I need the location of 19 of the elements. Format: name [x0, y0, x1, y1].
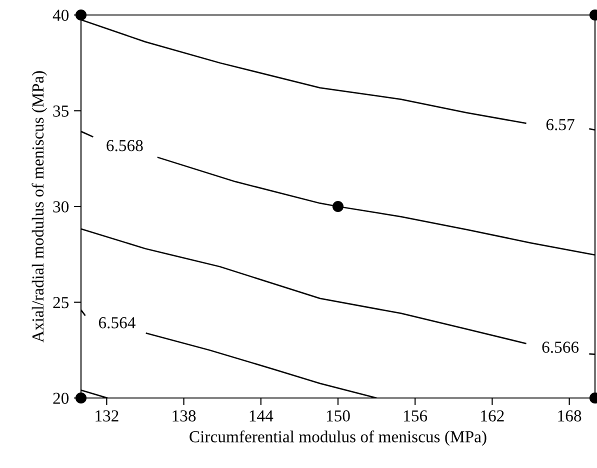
y-tick-label: 25 [53, 296, 69, 308]
x-tick-label: 168 [558, 410, 582, 422]
series-label: 6.57 [546, 119, 574, 130]
x-tick-label: 156 [404, 410, 428, 422]
x-tick-label: 144 [250, 410, 274, 422]
y-tick-label: 30 [53, 201, 69, 212]
series-label: 6.568 [106, 140, 143, 152]
y-tick-label: 40 [52, 10, 69, 21]
x-tick-label: 138 [172, 410, 196, 422]
x-tick-label: 132 [96, 410, 118, 422]
y-tick-label: 35 [53, 105, 69, 117]
point [332, 200, 344, 212]
x-tick-label: 150 [326, 410, 350, 422]
y-axis-title: Axial/radial modulus of meniscus (MPa) [32, 71, 47, 342]
y-tick-label: 20 [53, 392, 69, 404]
x-tick-label: 162 [481, 410, 504, 422]
series-label: 6.566 [542, 342, 579, 353]
series-label: 6.564 [98, 317, 136, 328]
x-axis-title: Circumferential modulus of meniscus (MPa) [190, 430, 486, 446]
